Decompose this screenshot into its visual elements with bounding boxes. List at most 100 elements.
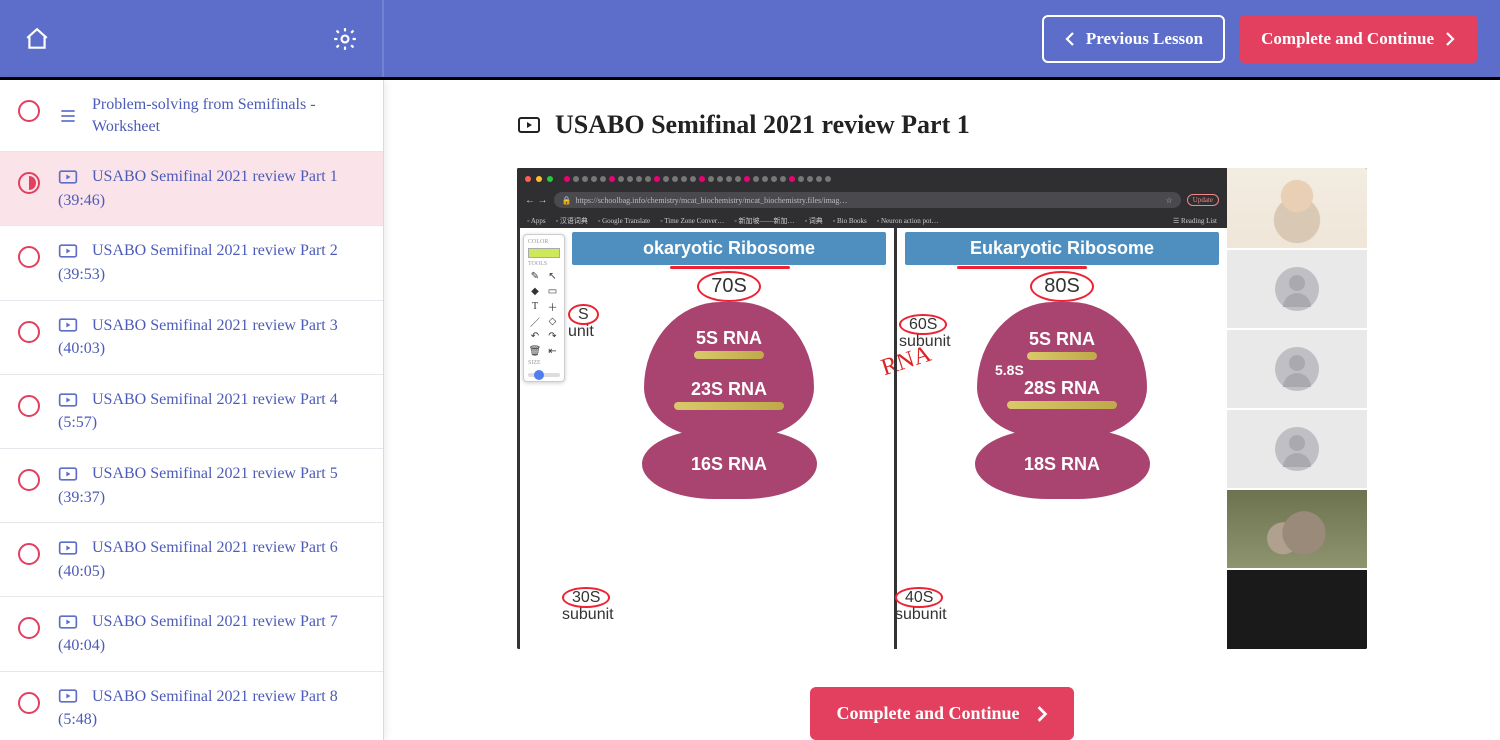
sidebar-item-7[interactable]: USABO Semifinal 2021 review Part 7(40:04… [0,597,383,671]
video-icon [58,538,78,558]
participant-column [1227,168,1367,649]
lesson-duration: (39:53) [58,264,338,286]
sidebar-item-3[interactable]: USABO Semifinal 2021 review Part 3(40:03… [0,301,383,375]
euk-large-subunit-label: 60Ssubunit [899,317,951,351]
bookmark-row: ◦ Apps◦ 汉语词典◦ Google Translate◦ Time Zon… [517,214,1227,228]
lesson-title: USABO Semifinal 2021 review Part 7 [92,611,338,633]
lesson-title: USABO Semifinal 2021 review Part 3 [92,315,338,337]
lesson-body: USABO Semifinal 2021 review Part 1(39:46… [58,166,338,211]
content: USABO Semifinal 2021 review Part 1 ← → [517,110,1367,740]
prok-large-subunit: 5S RNA 23S RNA [644,302,814,437]
lesson-duration: (5:48) [58,709,338,731]
euk-overall: 80S [1030,271,1094,302]
lesson-title: USABO Semifinal 2021 review Part 4 [92,389,338,411]
home-icon[interactable] [24,26,50,52]
euk-5-8s: 5.8S [995,362,1024,378]
chevron-right-icon [1036,706,1048,722]
lesson-body: USABO Semifinal 2021 review Part 5(39:37… [58,463,338,508]
lesson-duration: (39:46) [58,190,338,212]
mac-max-dot [547,176,553,182]
red-underline [670,266,790,269]
prok-small-subunit-label: 30Ssubunit [562,590,614,624]
status-ring [18,321,40,343]
prok-large-subunit-label: Sunit [568,307,599,341]
prokaryotic-panel: okaryotic Ribosome 70S Sunit 5S RNA [517,228,894,649]
video-icon [58,390,78,410]
status-ring [18,692,40,714]
lesson-body: Problem-solving from Semifinals - Worksh… [58,94,365,137]
sidebar-item-8[interactable]: USABO Semifinal 2021 review Part 8(5:48) [0,672,383,740]
participant-blank [1227,568,1367,649]
status-ring [18,395,40,417]
sidebar-item-1[interactable]: USABO Semifinal 2021 review Part 1(39:46… [0,152,383,226]
video-icon [58,464,78,484]
status-ring [18,543,40,565]
mac-min-dot [536,176,542,182]
prok-overall: 70S [697,271,761,302]
status-ring [18,617,40,639]
euk-5s: 5S RNA [1029,329,1095,350]
body: Problem-solving from Semifinals - Worksh… [0,80,1500,740]
sidebar[interactable]: Problem-solving from Semifinals - Worksh… [0,80,384,740]
complete-continue-button-top[interactable]: Complete and Continue [1239,15,1478,63]
gear-icon[interactable] [332,26,358,52]
main: USABO Semifinal 2021 review Part 1 ← → [384,80,1500,740]
page-title-row: USABO Semifinal 2021 review Part 1 [517,110,1367,140]
topbar-left [0,0,384,77]
bottom-cta: Complete and Continue [517,687,1367,740]
address-row: ← → 🔒https://schoolbag.info/chemistry/mc… [517,186,1227,214]
lesson-title: Problem-solving from Semifinals - Worksh… [92,94,365,137]
sidebar-item-4[interactable]: USABO Semifinal 2021 review Part 4(5:57) [0,375,383,449]
address-bar: 🔒https://schoolbag.info/chemistry/mcat_b… [554,192,1181,208]
lesson-body: USABO Semifinal 2021 review Part 6(40:05… [58,537,338,582]
status-ring [18,469,40,491]
chevron-left-icon [1064,32,1076,46]
prok-small-subunit: 16S RNA [642,429,817,499]
lesson-duration: (40:03) [58,338,338,360]
lesson-duration: (40:05) [58,561,338,583]
euk-large-subunit: 5S RNA 5.8S 28S RNA [977,302,1147,437]
participant-4 [1227,408,1367,488]
participant-3 [1227,328,1367,408]
video-player[interactable]: ← → 🔒https://schoolbag.info/chemistry/mc… [517,168,1367,649]
sidebar-item-0[interactable]: Problem-solving from Semifinals - Worksh… [0,80,383,152]
topbar: Previous Lesson Complete and Continue [0,0,1500,80]
prok-5s: 5S RNA [696,328,762,349]
video-icon [517,113,541,137]
lesson-title: USABO Semifinal 2021 review Part 2 [92,240,338,262]
complete-continue-button-bottom[interactable]: Complete and Continue [810,687,1073,740]
previous-lesson-button[interactable]: Previous Lesson [1042,15,1225,63]
complete-continue-label-top: Complete and Continue [1261,29,1434,49]
status-ring [18,246,40,268]
euk-title: Eukaryotic Ribosome [905,232,1219,265]
euk-18s: 18S RNA [1024,454,1100,475]
lesson-body: USABO Semifinal 2021 review Part 4(5:57) [58,389,338,434]
lesson-body: USABO Semifinal 2021 review Part 7(40:04… [58,611,338,656]
lesson-duration: (5:57) [58,412,338,434]
video-icon [58,315,78,335]
lesson-title: USABO Semifinal 2021 review Part 6 [92,537,338,559]
previous-lesson-label: Previous Lesson [1086,29,1203,49]
sidebar-item-5[interactable]: USABO Semifinal 2021 review Part 5(39:37… [0,449,383,523]
eukaryotic-panel: Eukaryotic Ribosome 80S 60Ssubunit 5S RN… [894,228,1227,649]
euk-ribosome: 80S 60Ssubunit 5S RNA 5.8S 28S RNA [905,271,1219,641]
topbar-right: Previous Lesson Complete and Continue [1042,15,1478,63]
url-text: https://schoolbag.info/chemistry/mcat_bi… [575,196,847,205]
prok-ribosome: 70S Sunit 5S RNA 23S RNA [572,271,886,641]
sidebar-item-6[interactable]: USABO Semifinal 2021 review Part 6(40:05… [0,523,383,597]
lesson-title: USABO Semifinal 2021 review Part 8 [92,686,338,708]
red-underline-2 [957,266,1087,269]
lesson-duration: (40:04) [58,635,338,657]
video-icon [58,241,78,261]
lesson-body: USABO Semifinal 2021 review Part 3(40:03… [58,315,338,360]
video-icon [58,686,78,706]
lesson-title: USABO Semifinal 2021 review Part 5 [92,463,338,485]
mac-close-dot [525,176,531,182]
sidebar-item-2[interactable]: USABO Semifinal 2021 review Part 2(39:53… [0,226,383,300]
tab-dots [564,176,1219,182]
video-main: ← → 🔒https://schoolbag.info/chemistry/mc… [517,168,1227,649]
video-icon [58,167,78,187]
lesson-body: USABO Semifinal 2021 review Part 2(39:53… [58,240,338,285]
prok-16s: 16S RNA [691,454,767,475]
shared-browser-chrome: ← → 🔒https://schoolbag.info/chemistry/mc… [517,168,1227,228]
